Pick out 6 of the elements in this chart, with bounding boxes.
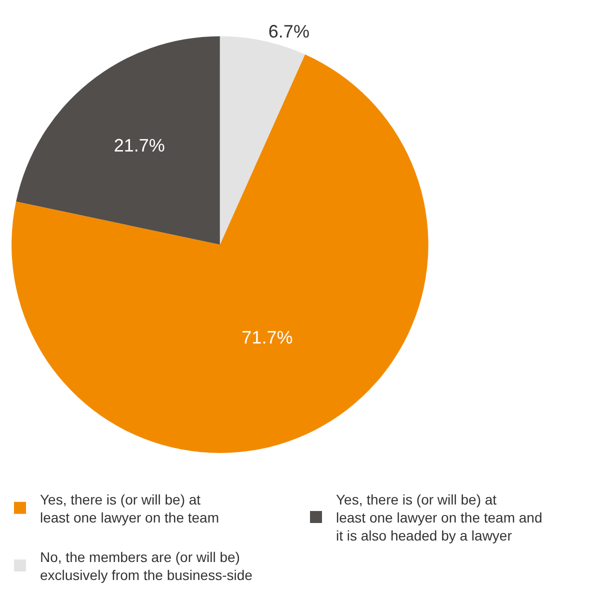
data-label: 21.7% xyxy=(114,135,165,156)
data-label: 71.7% xyxy=(242,327,293,348)
legend-label: No, the members are (or will be) exclusively from the business-side xyxy=(40,548,253,584)
legend-label: Yes, there is (or will be) at least one lawyer on the team xyxy=(40,491,219,526)
legend-label: Yes, there is (or will be) at least one lawyer on the team and it is also headed by a lawyer xyxy=(336,491,542,544)
data-label: 6.7% xyxy=(268,21,310,42)
